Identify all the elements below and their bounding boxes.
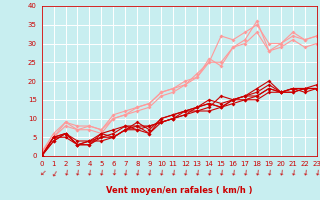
Text: ↓: ↓ bbox=[313, 168, 320, 178]
Text: ↓: ↓ bbox=[157, 168, 165, 178]
Text: ↓: ↓ bbox=[49, 168, 59, 179]
Text: ↓: ↓ bbox=[133, 168, 141, 178]
Text: ↓: ↓ bbox=[229, 168, 237, 178]
Text: ↓: ↓ bbox=[277, 168, 285, 178]
Text: ↓: ↓ bbox=[98, 168, 105, 178]
Text: ↓: ↓ bbox=[181, 168, 189, 178]
Text: ↓: ↓ bbox=[36, 168, 47, 179]
Text: ↓: ↓ bbox=[217, 168, 225, 178]
Text: ↓: ↓ bbox=[121, 168, 129, 178]
X-axis label: Vent moyen/en rafales ( km/h ): Vent moyen/en rafales ( km/h ) bbox=[106, 186, 252, 195]
Text: ↓: ↓ bbox=[253, 168, 261, 178]
Text: ↓: ↓ bbox=[110, 168, 117, 178]
Text: ↓: ↓ bbox=[301, 168, 309, 178]
Text: ↓: ↓ bbox=[193, 168, 201, 178]
Text: ↓: ↓ bbox=[241, 168, 249, 178]
Text: ↓: ↓ bbox=[74, 168, 81, 178]
Text: ↓: ↓ bbox=[85, 168, 93, 178]
Text: ↓: ↓ bbox=[205, 168, 213, 178]
Text: ↓: ↓ bbox=[289, 168, 297, 178]
Text: ↓: ↓ bbox=[145, 168, 153, 178]
Text: ↓: ↓ bbox=[62, 168, 69, 178]
Text: ↓: ↓ bbox=[265, 168, 273, 178]
Text: ↓: ↓ bbox=[169, 168, 177, 178]
